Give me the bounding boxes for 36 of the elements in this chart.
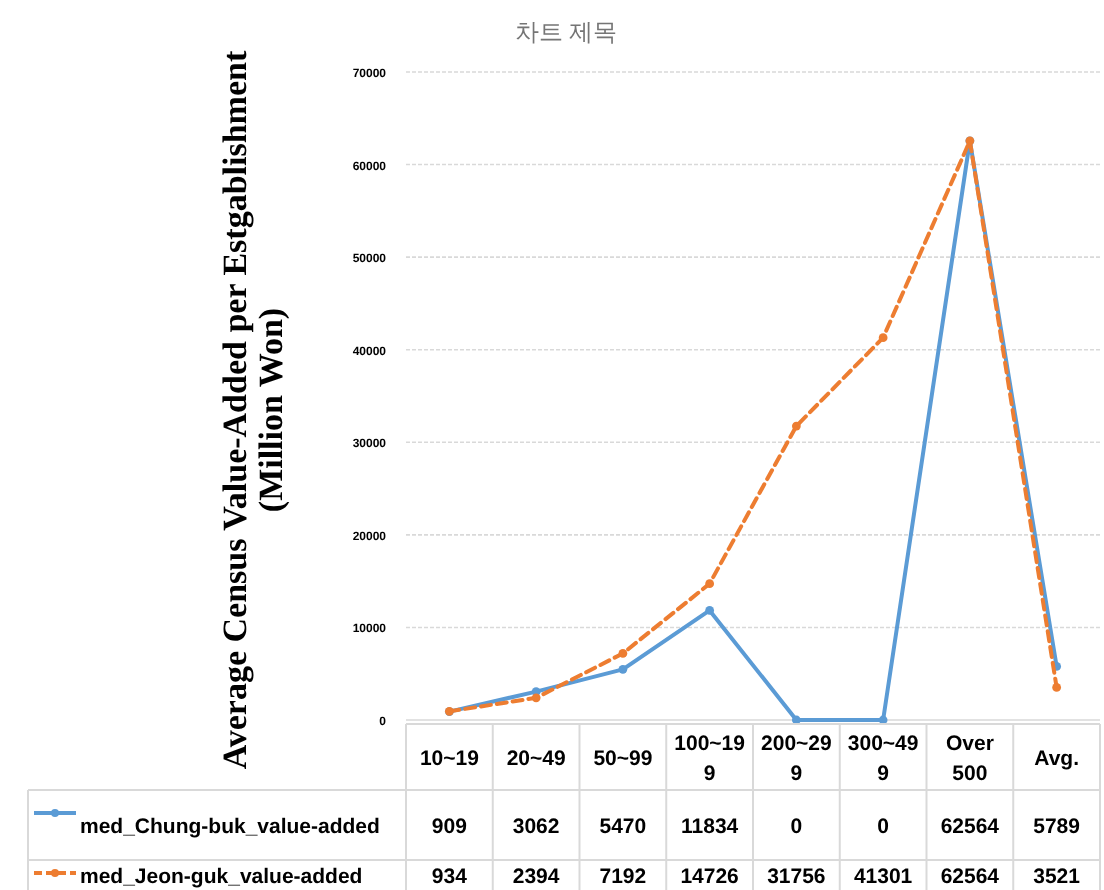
x-tick-label: 50~99 <box>593 747 653 771</box>
x-tick-label: 300~499 <box>847 732 919 786</box>
y-axis-title: Average Census Value-Added per Estgablishment (Million Won) <box>216 50 290 770</box>
point <box>618 649 628 658</box>
data-label: 934 <box>431 865 468 889</box>
point <box>705 579 715 589</box>
point <box>705 606 715 615</box>
x-tick-label: 100~199 <box>674 732 746 786</box>
data-label: 909 <box>431 815 468 839</box>
data-label: 3062 <box>512 815 560 839</box>
x-tick-label: Avg. <box>1034 747 1080 771</box>
data-label: 7192 <box>599 865 647 889</box>
point <box>531 693 541 703</box>
x-tick-label: Over 500 <box>945 732 994 786</box>
data-label: 11834 <box>681 815 739 839</box>
legend-label: med_Chung-buk_value-added <box>80 815 380 839</box>
x-tick-label: 10~19 <box>419 747 480 771</box>
data-label: 62564 <box>940 815 1000 839</box>
legend-label: med_Jeon-guk_value-added <box>80 865 363 889</box>
data-label: 41301 <box>853 865 913 889</box>
data-label: 0 <box>877 815 890 839</box>
data-label: 5470 <box>599 815 647 839</box>
data-label: 5789 <box>1033 815 1081 839</box>
data-label: 14726 <box>680 865 740 889</box>
point <box>618 664 628 674</box>
x-tick-label: 200~299 <box>761 732 833 786</box>
data-label: 31756 <box>767 865 826 889</box>
point <box>791 421 801 431</box>
data-label: 3521 <box>1033 865 1081 889</box>
point <box>1052 683 1062 692</box>
chart-title: 차트 제목 <box>514 18 618 46</box>
data-label: 62564 <box>940 865 1000 889</box>
data-label: 2394 <box>512 865 560 889</box>
point <box>878 333 888 343</box>
x-tick-label: 20~49 <box>506 747 566 771</box>
data-label: 0 <box>790 815 803 839</box>
